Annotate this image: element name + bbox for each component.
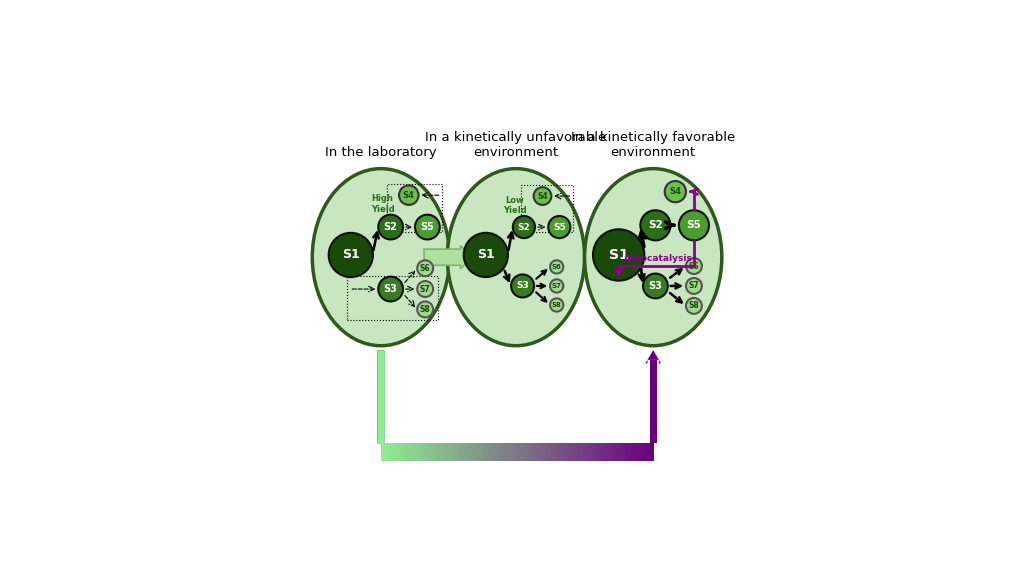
Circle shape [378, 277, 403, 301]
Circle shape [534, 187, 551, 205]
Circle shape [511, 274, 535, 297]
Circle shape [686, 258, 701, 274]
Text: S7: S7 [552, 283, 561, 289]
Text: S2: S2 [384, 222, 397, 232]
Text: S7: S7 [420, 285, 430, 294]
Text: S6: S6 [420, 264, 430, 273]
Ellipse shape [447, 168, 585, 346]
Text: S3: S3 [516, 281, 529, 290]
Text: High
Yield: High Yield [371, 194, 394, 214]
Circle shape [679, 210, 709, 240]
Text: S2: S2 [517, 223, 530, 232]
Circle shape [415, 214, 439, 239]
Bar [378, 350, 384, 443]
Ellipse shape [312, 168, 450, 346]
Ellipse shape [585, 168, 722, 346]
Circle shape [550, 279, 563, 293]
Bar [347, 276, 437, 320]
Circle shape [550, 260, 563, 274]
Text: S4: S4 [402, 191, 415, 200]
Text: S3: S3 [384, 284, 397, 294]
Bar [387, 183, 441, 232]
Text: In the laboratory: In the laboratory [325, 146, 436, 159]
FancyArrow shape [424, 246, 473, 269]
Text: S6: S6 [688, 262, 699, 270]
Circle shape [593, 229, 644, 281]
Text: S1: S1 [342, 248, 359, 262]
Circle shape [548, 216, 570, 238]
Text: S8: S8 [552, 302, 561, 308]
Text: S6: S6 [552, 264, 561, 270]
Circle shape [417, 301, 433, 317]
Text: S8: S8 [688, 301, 699, 310]
Bar [649, 360, 656, 443]
Text: Autocatalysis: Autocatalysis [624, 254, 693, 263]
Text: S2: S2 [648, 220, 663, 231]
Text: S3: S3 [648, 281, 663, 291]
Circle shape [378, 214, 403, 239]
Text: S4: S4 [670, 187, 681, 196]
Circle shape [417, 281, 433, 297]
Text: S5: S5 [553, 223, 565, 232]
Circle shape [686, 298, 701, 314]
Circle shape [464, 233, 508, 277]
Text: S7: S7 [688, 281, 699, 290]
Text: S8: S8 [420, 305, 430, 314]
Text: S1: S1 [477, 248, 495, 262]
Text: In a kinetically unfavorable
environment: In a kinetically unfavorable environment [425, 131, 606, 159]
Bar [378, 350, 384, 443]
Circle shape [643, 274, 668, 298]
Text: S5: S5 [421, 222, 434, 232]
Circle shape [550, 298, 563, 312]
Text: S1: S1 [609, 248, 629, 262]
Text: S5: S5 [686, 220, 701, 231]
Text: Low
Yield: Low Yield [503, 196, 527, 215]
Text: S4: S4 [538, 191, 548, 201]
Circle shape [513, 216, 535, 238]
Circle shape [686, 278, 701, 294]
FancyArrow shape [645, 350, 660, 363]
Circle shape [329, 233, 373, 277]
Circle shape [640, 210, 671, 240]
Circle shape [665, 181, 686, 202]
Circle shape [417, 260, 433, 276]
Text: In a kinetically favorable
environment: In a kinetically favorable environment [571, 131, 735, 159]
Bar [521, 185, 572, 232]
Circle shape [399, 186, 419, 205]
